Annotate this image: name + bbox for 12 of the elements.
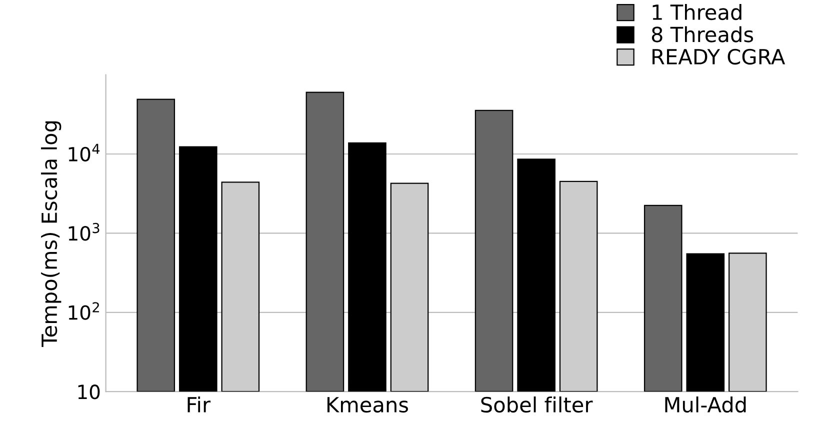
x-tick-label: Kmeans — [327, 397, 408, 413]
legend-label: 8 Threads — [652, 26, 754, 42]
y-tick-label: 10$^{2}$ — [68, 302, 99, 320]
x-tick-label: Mul-Add — [665, 396, 746, 413]
y-tick-label: 10 — [78, 384, 100, 400]
y-tick-label: 10$^{4}$ — [68, 144, 100, 162]
y-tick-label: 10$^{3}$ — [68, 222, 100, 241]
y-axis-title: Tempo(ms) Escala log — [41, 121, 62, 347]
x-tick-label: Sobel filter — [481, 396, 593, 413]
legend-label: READY CGRA — [652, 48, 786, 65]
legend-label: 1 Thread — [652, 4, 742, 20]
x-tick-label: Fir — [188, 396, 211, 412]
